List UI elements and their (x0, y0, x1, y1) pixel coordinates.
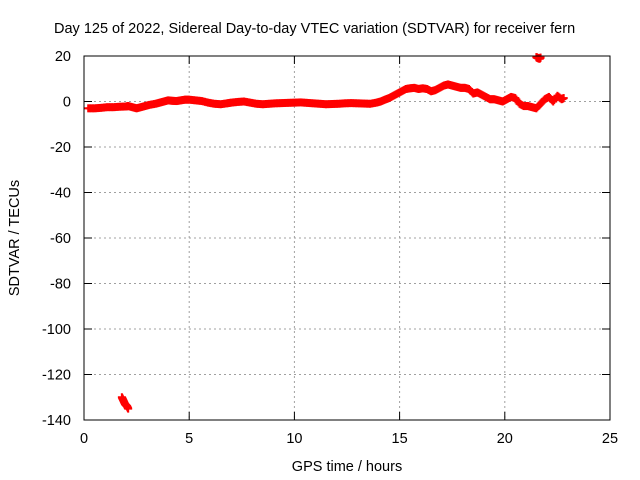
data-point (124, 404, 133, 413)
y-tick-label: -120 (42, 368, 71, 384)
ticks-layer: 0 5 10 15 20 25 -140 -120 -100 -80 -60 -40 -20 0 20 (42, 49, 618, 447)
x-tick-label: 5 (185, 431, 193, 447)
y-tick-label: -80 (50, 277, 71, 293)
x-tick-label: 15 (392, 431, 408, 447)
y-tick-label: -20 (50, 140, 71, 156)
y-tick-label: -140 (42, 413, 71, 429)
y-tick-label: -100 (42, 322, 71, 338)
y-tick-label: -40 (50, 186, 71, 202)
grid-layer (84, 56, 610, 420)
y-tick-label: 0 (63, 95, 71, 111)
y-tick-label: -60 (50, 231, 71, 247)
x-tick-label: 10 (286, 431, 302, 447)
data-point (536, 53, 545, 62)
chart-title: Day 125 of 2022, Sidereal Day-to-day VTE… (54, 21, 575, 37)
y-tick-label: 20 (55, 49, 71, 65)
y-axis-label: SDTVAR / TECUs (7, 180, 23, 296)
x-axis-label: GPS time / hours (292, 459, 402, 475)
data-point (559, 94, 568, 103)
points-layer (84, 53, 568, 413)
x-tick-label: 25 (602, 431, 618, 447)
x-tick-label: 20 (497, 431, 513, 447)
x-tick-label: 0 (80, 431, 88, 447)
